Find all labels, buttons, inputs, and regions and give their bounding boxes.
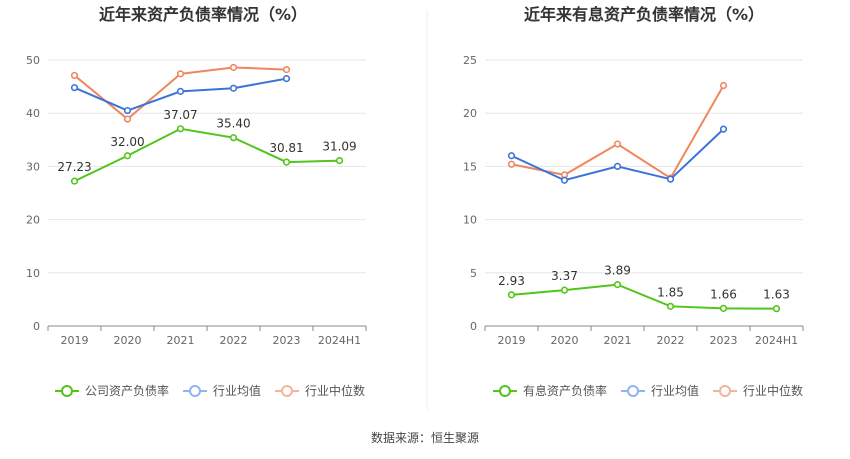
data-label: 2.93 [498,274,525,288]
data-point-company [666,302,675,310]
legend-label: 行业中位数 [305,383,365,398]
legend-label: 行业中位数 [743,383,803,398]
y-tick-label: 10 [26,267,40,280]
data-point-median [176,70,185,78]
legend-marker-company [499,385,511,397]
x-tick-label: 2021 [604,334,632,347]
data-point-median [123,115,132,123]
data-point-average [176,87,185,95]
data-point-company [507,291,516,299]
data-label: 27.23 [57,160,91,174]
y-tick-label: 30 [26,160,40,173]
source-text: 数据来源：恒生聚源 [371,430,479,445]
y-tick-label: 0 [470,320,477,333]
data-point-average [123,106,132,115]
data-point-average [613,162,622,170]
interest-debt-ratio-chart: 近年来有息资产负债率情况（%） 0 5 10 15 20 25 2019 2020 2021 202… [463,5,804,398]
y-tick-label: 10 [463,214,477,227]
x-tick-label: 2023 [273,334,301,347]
legend-marker-average [627,385,640,397]
x-tick-label: 2024H1 [755,334,798,347]
data-label: 31.09 [322,140,356,154]
legend-label: 行业均值 [651,383,699,398]
legend-label: 行业均值 [213,383,261,398]
data-point-company [560,286,569,294]
data-point-company [613,281,622,289]
data-point-average [560,176,569,184]
legend-marker-company [61,385,73,397]
data-point-median [507,160,516,168]
x-tick-label: 2019 [498,334,526,347]
data-label: 1.85 [657,285,684,299]
x-tick-label: 2022 [657,334,685,347]
y-tick-label: 20 [26,214,40,227]
x-tick-label: 2019 [61,334,89,347]
data-point-company [229,134,238,142]
chart-title: 近年来有息资产负债率情况（%） [524,5,764,24]
x-tick-label: 2020 [114,334,142,347]
data-label: 3.37 [551,269,578,283]
data-point-company [176,125,185,133]
x-tick-label: 2021 [167,334,195,347]
legend-label: 公司资产负债率 [85,383,169,398]
data-point-average [666,175,675,183]
data-point-median [719,81,728,90]
debt-ratio-chart: 近年来资产负债率情况（%） 0 10 20 30 40 50 2019 2020 2021 2022… [26,5,367,398]
x-tick-label: 2024H1 [318,334,361,347]
data-point-company [719,304,728,312]
y-tick-label: 5 [470,267,477,280]
data-label: 35.40 [216,117,250,131]
series-line-average [511,128,725,182]
data-point-company [282,158,291,166]
data-label: 37.07 [163,108,197,122]
y-tick-label: 0 [33,320,40,333]
x-tick-label: 2020 [551,334,579,347]
data-point-company [772,305,781,313]
data-label: 30.81 [269,141,303,155]
x-tick-label: 2023 [710,334,738,347]
data-point-average [719,125,728,133]
data-point-average [507,152,516,160]
data-point-company [123,152,132,160]
data-point-median [282,65,291,74]
y-tick-label: 40 [26,107,40,120]
y-tick-label: 25 [463,54,477,67]
y-tick-label: 50 [26,54,40,67]
data-label: 1.66 [710,287,737,301]
legend-marker-median [281,385,294,397]
data-point-median [70,71,79,80]
y-tick-label: 20 [463,107,477,120]
data-point-average [282,75,291,83]
data-point-median [229,63,238,72]
series-line-company [74,127,340,183]
data-point-median [613,140,622,148]
x-tick-label: 2022 [220,334,248,347]
chart-title: 近年来资产负债率情况（%） [99,5,307,24]
series-line-company [511,283,777,310]
y-tick-label: 15 [463,160,477,173]
legend-marker-median [719,385,732,397]
legend-marker-average [189,385,202,397]
data-point-company [70,177,79,185]
data-label: 3.89 [604,264,631,278]
data-label: 32.00 [110,135,144,149]
legend-label: 有息资产负债率 [523,383,607,398]
data-point-average [70,84,79,92]
data-point-average [229,84,238,92]
data-label: 1.63 [763,288,790,302]
data-point-company [335,157,344,165]
